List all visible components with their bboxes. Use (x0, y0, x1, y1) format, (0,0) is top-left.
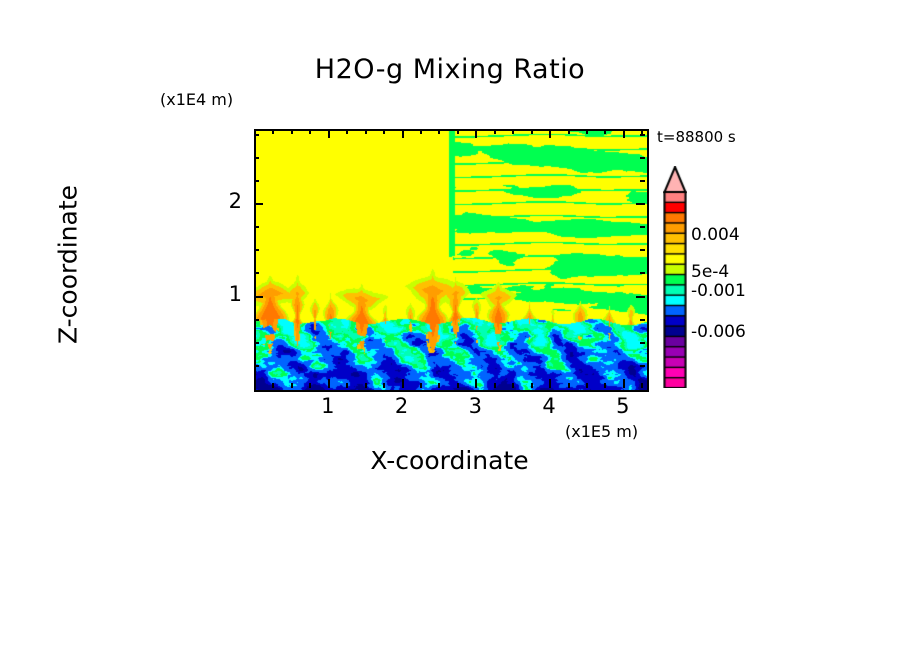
x-tick-bottom (272, 383, 274, 388)
y-tick-left (254, 226, 259, 228)
x-tick-label: 5 (616, 394, 630, 418)
x-tick-top (586, 129, 588, 134)
x-tick-bottom (309, 383, 311, 388)
x-tick-bottom (549, 379, 551, 388)
x-tick-top (402, 129, 404, 138)
colorbar-gradient (663, 166, 687, 388)
x-tick-top (494, 129, 496, 134)
y-tick-left (254, 365, 259, 367)
colorbar-tick-label: -0.006 (691, 322, 746, 342)
x-tick-bottom (568, 383, 570, 388)
y-tick-left (254, 319, 259, 321)
x-tick-label: 3 (468, 394, 482, 418)
y-tick-right (636, 296, 645, 298)
x-tick-bottom (291, 383, 293, 388)
colorbar-tick-label: -0.001 (691, 281, 746, 301)
x-tick-bottom (531, 383, 533, 388)
y-tick-right (640, 272, 645, 274)
y-tick-right (640, 249, 645, 251)
contour-field (256, 131, 647, 390)
y-tick-left (254, 134, 259, 136)
timestamp-annotation: t=88800 s (657, 128, 736, 146)
x-tick-top (272, 129, 274, 134)
x-tick-top (568, 129, 570, 134)
y-tick-right (640, 226, 645, 228)
y-axis-title: Z-coordinate (53, 184, 83, 345)
x-tick-top (457, 129, 459, 134)
x-axis-title: X-coordinate (370, 446, 529, 475)
x-tick-top (291, 129, 293, 134)
x-tick-bottom (494, 383, 496, 388)
colorbar (663, 166, 687, 388)
x-axis-unit-label: (x1E5 m) (565, 422, 639, 441)
x-tick-top (623, 129, 625, 138)
y-tick-right (640, 180, 645, 182)
y-tick-right (640, 319, 645, 321)
y-tick-left (254, 249, 259, 251)
y-tick-left (254, 342, 259, 344)
y-tick-left (254, 296, 263, 298)
x-tick-bottom (402, 379, 404, 388)
colorbar-tick-label: 0.004 (691, 225, 740, 245)
x-tick-bottom (641, 383, 643, 388)
x-tick-bottom (438, 383, 440, 388)
y-tick-label: 2 (228, 189, 242, 213)
x-tick-top (512, 129, 514, 134)
colorbar-tick-label: 5e-4 (691, 262, 730, 282)
x-tick-bottom (623, 379, 625, 388)
x-tick-top (346, 129, 348, 134)
y-tick-label: 1 (228, 281, 242, 306)
plot-title-text: H2O-g Mixing Ratio (314, 54, 586, 85)
x-tick-bottom (457, 383, 459, 388)
x-tick-label: 2 (394, 394, 409, 418)
x-tick-bottom (328, 379, 330, 388)
x-tick-bottom (604, 383, 606, 388)
x-tick-bottom (512, 383, 514, 388)
x-tick-top (365, 129, 367, 134)
y-tick-left (254, 180, 259, 182)
x-tick-top (604, 129, 606, 134)
y-tick-left (254, 157, 259, 159)
x-tick-bottom (586, 383, 588, 388)
y-tick-right (640, 342, 645, 344)
x-tick-bottom (365, 383, 367, 388)
page-title: H2O-g Mixing Ratio (0, 54, 904, 85)
y-tick-right (640, 157, 645, 159)
x-tick-top (641, 129, 643, 134)
x-tick-bottom (383, 383, 385, 388)
x-tick-top (438, 129, 440, 134)
plot-area (254, 129, 649, 392)
y-tick-left (254, 272, 259, 274)
x-tick-bottom (475, 379, 477, 388)
x-tick-top (383, 129, 385, 134)
x-tick-top (328, 129, 330, 138)
x-tick-top (475, 129, 477, 138)
y-tick-right (640, 365, 645, 367)
z-axis-unit-label: (x1E4 m) (160, 90, 234, 109)
x-tick-top (309, 129, 311, 134)
x-tick-label: 1 (321, 394, 335, 418)
y-tick-right (640, 134, 645, 136)
x-tick-top (420, 129, 422, 134)
x-tick-top (549, 129, 551, 138)
x-tick-bottom (346, 383, 348, 388)
x-tick-top (531, 129, 533, 134)
x-tick-bottom (420, 383, 422, 388)
y-tick-right (636, 203, 645, 205)
y-tick-left (254, 203, 263, 205)
x-tick-label: 4 (542, 394, 556, 418)
